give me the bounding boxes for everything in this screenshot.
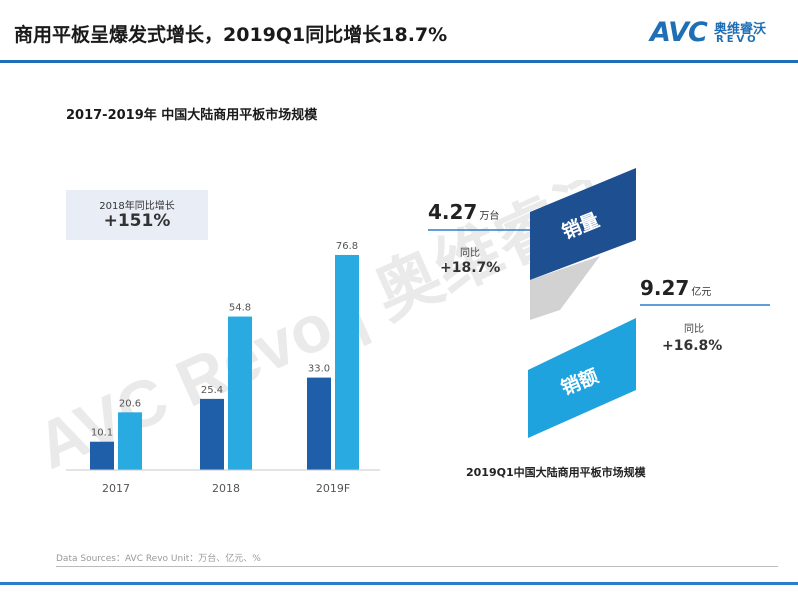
units-yoy-label: 同比 (460, 248, 480, 259)
growth-value: +151% (103, 211, 171, 231)
bar-2019F-s1 (307, 377, 331, 470)
page-title: 商用平板呈爆发式增长，2019Q1同比增长18.7% (14, 24, 448, 46)
labels-layer: 10.1 20.6 2017 25.4 54.8 2018 33.0 76.8 2019F (91, 241, 358, 495)
bar-2017-s1 (90, 441, 114, 470)
avc-revo-logo: AVC 奥维睿沃 REVO (650, 16, 778, 48)
units-tag-tail (530, 256, 600, 320)
footer-divider (56, 566, 778, 567)
units-value: 4.27 (428, 200, 478, 224)
logo-name-en: REVO (716, 34, 759, 45)
growth-callout: 2018年同比增长 +151% (66, 190, 208, 240)
revenue-yoy-value: +16.8% (662, 338, 723, 354)
footer-bar (0, 582, 798, 585)
revenue-value: 9.27 (640, 276, 690, 300)
q1-caption: 2019Q1中国大陆商用平板市场规模 (466, 466, 646, 479)
data-label-2018-s1: 25.4 (201, 385, 223, 396)
data-label-2017-s2: 20.6 (119, 398, 141, 409)
x-tick-2019F: 2019F (316, 482, 350, 495)
revenue-metric: 9.27 亿元 (640, 276, 711, 300)
logo-mark: AVC (650, 17, 708, 48)
data-label-2019F-s2: 76.8 (336, 241, 358, 252)
bar-2019F-s2 (335, 254, 359, 470)
x-tick-2018: 2018 (212, 482, 240, 495)
bar-2018-s1 (200, 398, 224, 470)
units-tag-shape (530, 168, 636, 280)
bar-2018-s2 (228, 316, 252, 470)
chart-title: 2017-2019年 中国大陆商用平板市场规模 (66, 108, 318, 123)
revenue-tag-shape (528, 318, 636, 438)
header-divider (0, 60, 798, 63)
units-metric: 4.27 万台 (428, 200, 499, 224)
data-label-2017-s1: 10.1 (91, 428, 113, 439)
revenue-yoy-label: 同比 (684, 324, 704, 335)
growth-label: 2018年同比增长 (99, 201, 175, 212)
bars-layer (90, 254, 359, 470)
data-label-2019F-s1: 33.0 (308, 364, 330, 375)
data-source-note: Data Sources：AVC Revo Unit：万台、亿元、% (56, 554, 261, 564)
revenue-unit: 亿元 (691, 287, 712, 298)
units-unit: 万台 (479, 211, 500, 222)
data-label-2018-s2: 54.8 (229, 303, 251, 314)
bar-2017-s2 (118, 412, 142, 470)
x-tick-2017: 2017 (102, 482, 130, 495)
logo-name-cn: 奥维睿沃 (714, 22, 767, 37)
units-yoy-value: +18.7% (440, 260, 501, 276)
